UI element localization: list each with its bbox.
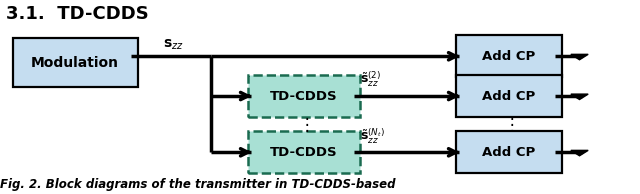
Text: 3.1.  TD-CDDS: 3.1. TD-CDDS [6, 5, 149, 23]
FancyBboxPatch shape [456, 36, 562, 77]
Polygon shape [571, 150, 588, 156]
FancyBboxPatch shape [248, 75, 360, 117]
Text: $\vdots$: $\vdots$ [298, 115, 310, 134]
Text: $\mathbf{s}_{zz}$: $\mathbf{s}_{zz}$ [163, 37, 184, 52]
Text: $\tilde{\mathbf{s}}_{zz}^{(N_t)}$: $\tilde{\mathbf{s}}_{zz}^{(N_t)}$ [360, 126, 385, 146]
Text: Add CP: Add CP [482, 146, 536, 159]
Text: TD-CDDS: TD-CDDS [270, 146, 338, 159]
FancyBboxPatch shape [456, 75, 562, 117]
Text: Fig. 2. Block diagrams of the transmitter in TD-CDDS-based: Fig. 2. Block diagrams of the transmitte… [0, 178, 396, 191]
Polygon shape [571, 54, 588, 60]
Text: Add CP: Add CP [482, 50, 536, 63]
FancyBboxPatch shape [248, 132, 360, 173]
Text: $\tilde{\mathbf{s}}_{zz}^{(2)}$: $\tilde{\mathbf{s}}_{zz}^{(2)}$ [360, 70, 381, 89]
Polygon shape [571, 94, 588, 100]
Text: TD-CDDS: TD-CDDS [270, 89, 338, 103]
Text: Add CP: Add CP [482, 89, 536, 103]
FancyBboxPatch shape [13, 38, 138, 87]
Text: $\vdots$: $\vdots$ [503, 115, 515, 134]
Text: Modulation: Modulation [31, 55, 119, 70]
FancyBboxPatch shape [456, 132, 562, 173]
